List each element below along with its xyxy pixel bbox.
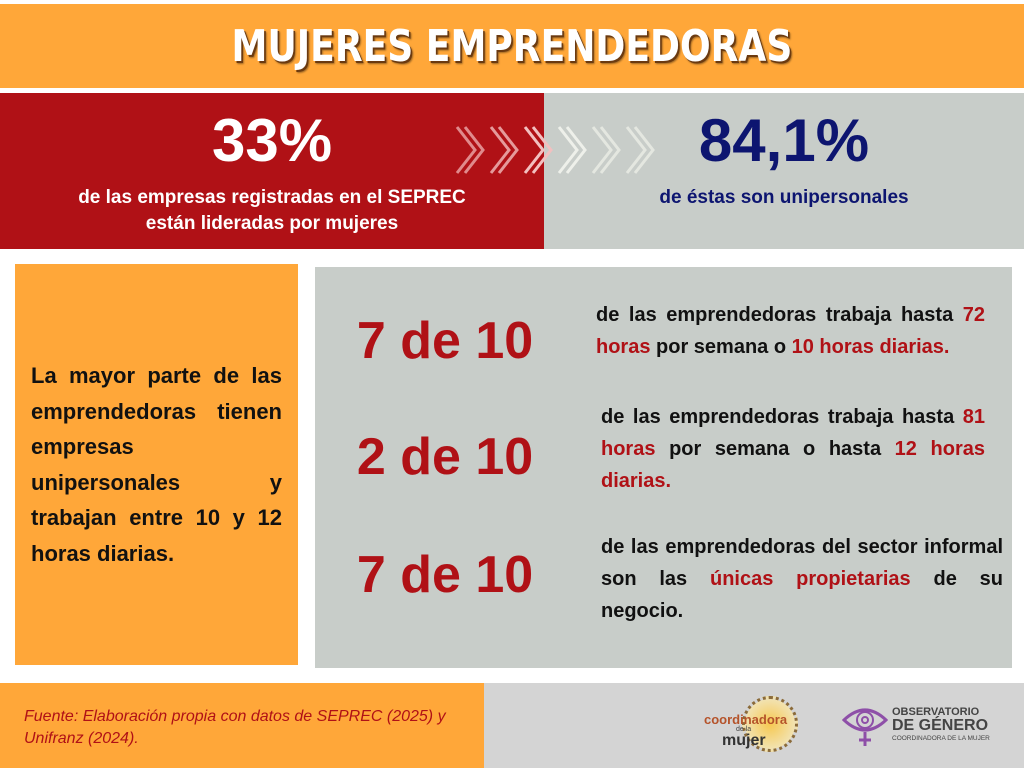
stat-text: están lideradas por mujeres: [145, 213, 399, 234]
summary-text: La mayor parte de las emprendedoras tien…: [31, 363, 282, 566]
coordinadora-mujer-logo: coordinadora de la mujer: [702, 694, 812, 754]
summary-box: La mayor parte de las emprendedoras tien…: [15, 264, 298, 665]
title-band: MUJERES EMPRENDEDORAS: [0, 4, 1024, 88]
observatorio-genero-logo: OBSERVATORIO DE GÉNERO COORDINADORA DE L…: [842, 700, 1002, 750]
stat-description: de las emprendedoras trabaja hasta 81 ho…: [601, 406, 985, 492]
chevrons-arrow-icon: [455, 126, 655, 174]
stat-text: de éstas son unipersonales: [659, 187, 909, 208]
stat-84-percent-panel: 84,1% de éstas son unipersonales: [544, 93, 1024, 249]
stat-value: 7 de 10: [356, 312, 534, 370]
stat-text: de las empresas registradas en el SEPREC: [78, 187, 466, 208]
stat-value: 33%: [211, 107, 333, 174]
stat-description: de las emprendedoras trabaja hasta 72 ho…: [596, 304, 985, 358]
stat-value: 7 de 10: [356, 546, 534, 604]
stat-description: de las emprendedoras del sector informal…: [601, 536, 1003, 622]
stat-value: 2 de 10: [356, 428, 534, 486]
stats-box: 7 de 10 de las emprendedoras trabaja has…: [315, 267, 1012, 668]
footer-source-panel: [0, 683, 484, 768]
stat-33-percent-panel: 33% de las empresas registradas en el SE…: [0, 93, 544, 249]
eye-venus-icon: [842, 708, 888, 746]
page-title: MUJERES EMPRENDEDORAS: [231, 20, 793, 72]
stat-value: 84,1%: [698, 107, 870, 174]
source-note: Fuente: Elaboración propia con datos de …: [24, 708, 446, 747]
